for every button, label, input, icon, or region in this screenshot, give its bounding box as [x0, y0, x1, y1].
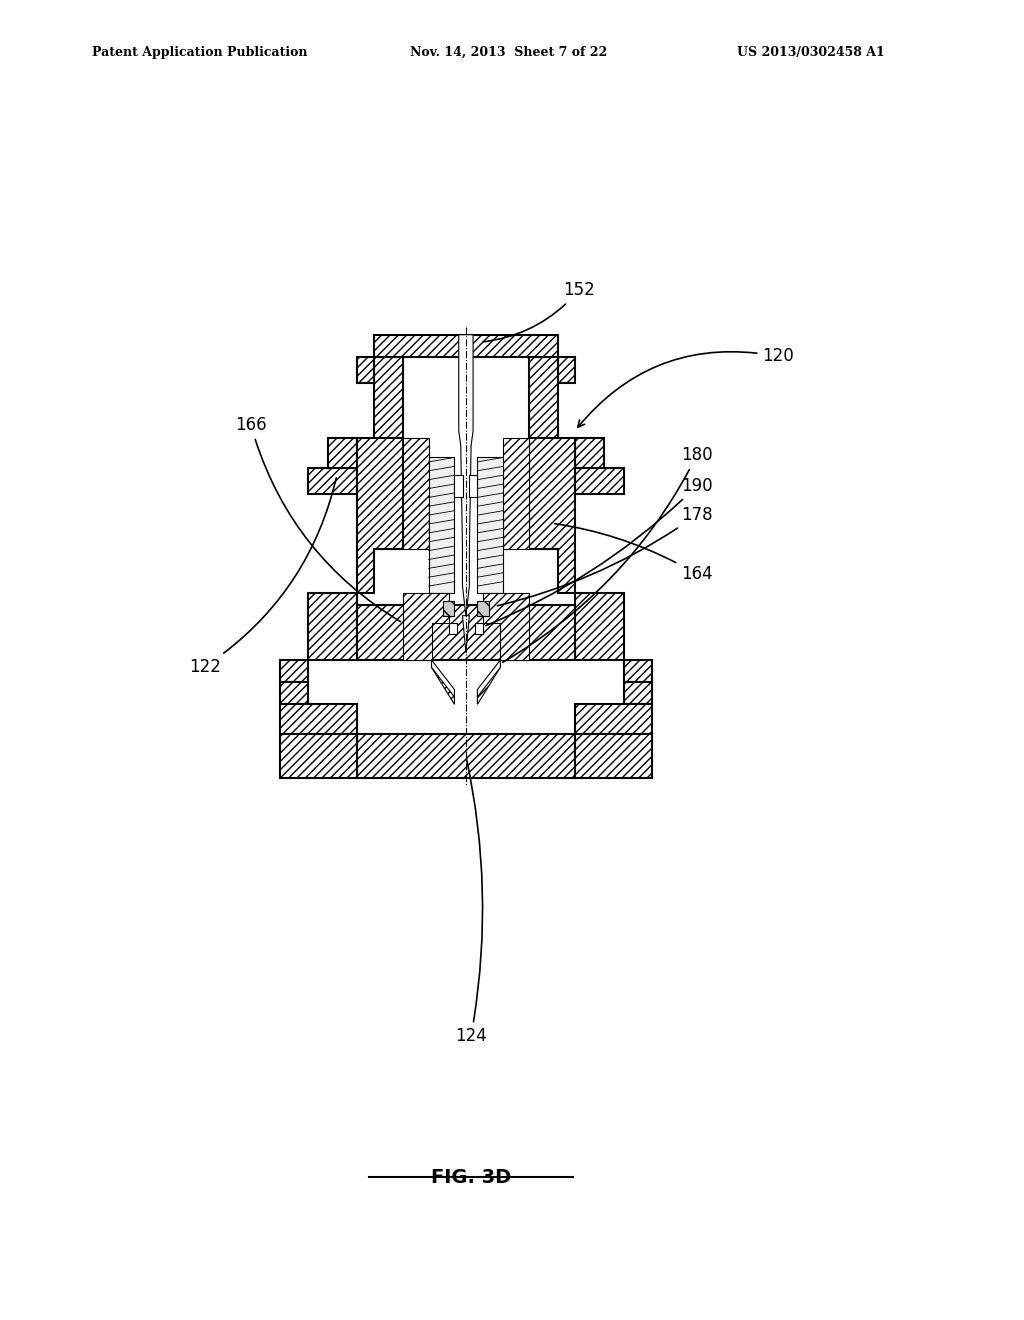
Polygon shape: [574, 594, 624, 660]
Polygon shape: [402, 438, 429, 549]
Polygon shape: [280, 660, 308, 682]
Polygon shape: [574, 438, 603, 467]
Polygon shape: [459, 335, 473, 615]
Polygon shape: [469, 475, 477, 498]
Polygon shape: [574, 467, 624, 494]
Text: 180: 180: [503, 446, 713, 663]
Text: US 2013/0302458 A1: US 2013/0302458 A1: [737, 46, 885, 59]
Polygon shape: [477, 660, 501, 705]
Polygon shape: [574, 705, 652, 734]
Polygon shape: [483, 594, 529, 660]
Polygon shape: [402, 594, 449, 660]
Polygon shape: [357, 605, 574, 660]
Polygon shape: [449, 623, 458, 634]
Polygon shape: [624, 682, 652, 705]
Polygon shape: [574, 734, 652, 779]
Polygon shape: [477, 601, 488, 615]
Polygon shape: [477, 457, 503, 594]
Polygon shape: [463, 615, 469, 652]
Text: 152: 152: [483, 281, 595, 342]
Polygon shape: [357, 734, 574, 779]
Polygon shape: [308, 467, 357, 494]
Polygon shape: [280, 734, 357, 779]
Text: 120: 120: [578, 347, 795, 428]
Text: Patent Application Publication: Patent Application Publication: [92, 46, 307, 59]
Polygon shape: [529, 438, 574, 594]
Polygon shape: [374, 356, 402, 549]
Polygon shape: [357, 356, 374, 383]
Text: 166: 166: [236, 416, 400, 622]
Text: 124: 124: [455, 759, 487, 1045]
Polygon shape: [455, 475, 463, 498]
Text: 164: 164: [555, 524, 713, 583]
Polygon shape: [431, 660, 455, 705]
Polygon shape: [308, 594, 357, 660]
Polygon shape: [431, 660, 455, 697]
Polygon shape: [357, 438, 402, 594]
Text: 190: 190: [485, 477, 713, 626]
Text: Nov. 14, 2013  Sheet 7 of 22: Nov. 14, 2013 Sheet 7 of 22: [410, 46, 607, 59]
Polygon shape: [477, 660, 501, 697]
Polygon shape: [503, 438, 529, 549]
Polygon shape: [280, 705, 357, 734]
Polygon shape: [529, 356, 558, 549]
Text: 122: 122: [188, 478, 336, 676]
Polygon shape: [280, 682, 308, 705]
Polygon shape: [429, 457, 455, 594]
Polygon shape: [624, 660, 652, 682]
Text: 178: 178: [498, 506, 713, 606]
Polygon shape: [558, 356, 574, 383]
Polygon shape: [329, 438, 357, 467]
Polygon shape: [443, 601, 455, 615]
Text: FIG. 3D: FIG. 3D: [431, 1168, 511, 1187]
Polygon shape: [374, 335, 558, 356]
Polygon shape: [474, 623, 483, 634]
